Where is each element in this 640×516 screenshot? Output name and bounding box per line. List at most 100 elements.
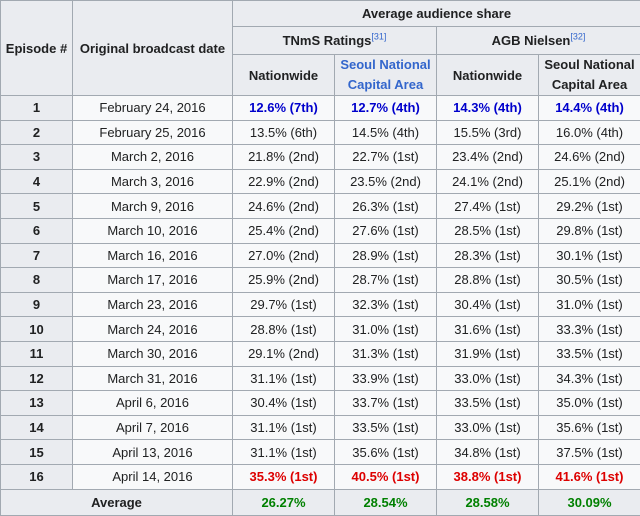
agb-nationwide-cell: 31.6% (1st)	[437, 317, 539, 342]
agb-seoul-header: Seoul National Capital Area	[539, 55, 640, 96]
tnms-seoul-cell: 26.3% (1st)	[335, 194, 437, 219]
agb-nationwide-cell: 33.5% (1st)	[437, 391, 539, 416]
broadcast-date: February 24, 2016	[73, 96, 233, 121]
episode-number: 7	[1, 243, 73, 268]
tnms-nationwide-cell: 29.1% (2nd)	[233, 341, 335, 366]
episode-number: 4	[1, 169, 73, 194]
agb-seoul-cell: 35.0% (1st)	[539, 391, 640, 416]
agb-nationwide-cell: 33.0% (1st)	[437, 366, 539, 391]
average-value: 30.09%	[567, 495, 611, 510]
tnms-nationwide-cell: 25.4% (2nd)	[233, 218, 335, 243]
broadcast-date: March 24, 2016	[73, 317, 233, 342]
episode-number: 6	[1, 218, 73, 243]
average-row: Average 26.27% 28.54% 28.58% 30.09%	[1, 489, 640, 515]
agb-seoul-cell: 16.0% (4th)	[539, 120, 640, 145]
agb-label: AGB Nielsen	[492, 33, 571, 48]
agb-nationwide-cell: 34.8% (1st)	[437, 440, 539, 465]
agb-seoul-cell: 31.0% (1st)	[539, 292, 640, 317]
average-share-header: Average audience share	[233, 1, 640, 27]
tnms-seoul-cell: 33.7% (1st)	[335, 391, 437, 416]
episode-number: 11	[1, 341, 73, 366]
episode-number: 5	[1, 194, 73, 219]
agb-nationwide-cell: 28.5% (1st)	[437, 218, 539, 243]
agb-nationwide-cell: 33.0% (1st)	[437, 415, 539, 440]
agb-seoul-cell: 33.3% (1st)	[539, 317, 640, 342]
tnms-nationwide-cell: 21.8% (2nd)	[233, 145, 335, 170]
tnms-seoul-cell: 40.5% (1st)	[335, 464, 437, 489]
tnms-nationwide-cell: 28.8% (1st)	[233, 317, 335, 342]
agb-seoul-cell: 37.5% (1st)	[539, 440, 640, 465]
average-agb-seoul: 30.09%	[539, 489, 640, 515]
episode-number: 8	[1, 268, 73, 293]
tnms-reference-link[interactable]: [31]	[371, 32, 386, 42]
agb-nationwide-header: Nationwide	[437, 55, 539, 96]
agb-nationwide-cell: 14.3% (4th)	[437, 96, 539, 121]
seoul-capital-area-link[interactable]: Seoul National Capital Area	[340, 57, 430, 92]
episode-number: 3	[1, 145, 73, 170]
tnms-nationwide-cell: 31.1% (1st)	[233, 415, 335, 440]
episode-number: 16	[1, 464, 73, 489]
average-tnms-nationwide: 26.27%	[233, 489, 335, 515]
broadcast-date: March 30, 2016	[73, 341, 233, 366]
broadcast-date: February 25, 2016	[73, 120, 233, 145]
tnms-seoul-cell: 12.7% (4th)	[335, 96, 437, 121]
broadcast-date: April 14, 2016	[73, 464, 233, 489]
agb-nationwide-cell: 15.5% (3rd)	[437, 120, 539, 145]
episode-number: 12	[1, 366, 73, 391]
broadcast-date: March 3, 2016	[73, 169, 233, 194]
tnms-seoul-cell: 14.5% (4th)	[335, 120, 437, 145]
agb-seoul-cell: 24.6% (2nd)	[539, 145, 640, 170]
agb-nationwide-cell: 24.1% (2nd)	[437, 169, 539, 194]
broadcast-date: March 17, 2016	[73, 268, 233, 293]
tnms-nationwide-cell: 31.1% (1st)	[233, 440, 335, 465]
episode-number: 10	[1, 317, 73, 342]
agb-nationwide-cell: 28.8% (1st)	[437, 268, 539, 293]
episode-number: 14	[1, 415, 73, 440]
tnms-seoul-header: Seoul National Capital Area	[335, 55, 437, 96]
agb-seoul-cell: 41.6% (1st)	[539, 464, 640, 489]
agb-seoul-cell: 30.1% (1st)	[539, 243, 640, 268]
agb-seoul-cell: 25.1% (2nd)	[539, 169, 640, 194]
agb-seoul-cell: 30.5% (1st)	[539, 268, 640, 293]
average-tnms-seoul: 28.54%	[335, 489, 437, 515]
episode-number: 9	[1, 292, 73, 317]
date-header: Original broadcast date	[73, 1, 233, 96]
broadcast-date: March 2, 2016	[73, 145, 233, 170]
agb-nationwide-cell: 31.9% (1st)	[437, 341, 539, 366]
tnms-seoul-cell: 23.5% (2nd)	[335, 169, 437, 194]
agb-reference-link[interactable]: [32]	[570, 32, 585, 42]
agb-nationwide-cell: 27.4% (1st)	[437, 194, 539, 219]
tnms-nationwide-header: Nationwide	[233, 55, 335, 96]
tnms-seoul-cell: 27.6% (1st)	[335, 218, 437, 243]
episode-number: 2	[1, 120, 73, 145]
tnms-nationwide-cell: 35.3% (1st)	[233, 464, 335, 489]
agb-seoul-cell: 35.6% (1st)	[539, 415, 640, 440]
broadcast-date: March 10, 2016	[73, 218, 233, 243]
tnms-header: TNmS Ratings[31]	[233, 27, 437, 55]
agb-nationwide-cell: 30.4% (1st)	[437, 292, 539, 317]
tnms-label: TNmS Ratings	[283, 33, 372, 48]
average-agb-nationwide: 28.58%	[437, 489, 539, 515]
tnms-seoul-cell: 35.6% (1st)	[335, 440, 437, 465]
broadcast-date: April 7, 2016	[73, 415, 233, 440]
broadcast-date: April 13, 2016	[73, 440, 233, 465]
tnms-nationwide-cell: 24.6% (2nd)	[233, 194, 335, 219]
tnms-nationwide-cell: 30.4% (1st)	[233, 391, 335, 416]
tnms-nationwide-cell: 13.5% (6th)	[233, 120, 335, 145]
broadcast-date: March 23, 2016	[73, 292, 233, 317]
episode-number: 13	[1, 391, 73, 416]
tnms-nationwide-cell: 29.7% (1st)	[233, 292, 335, 317]
